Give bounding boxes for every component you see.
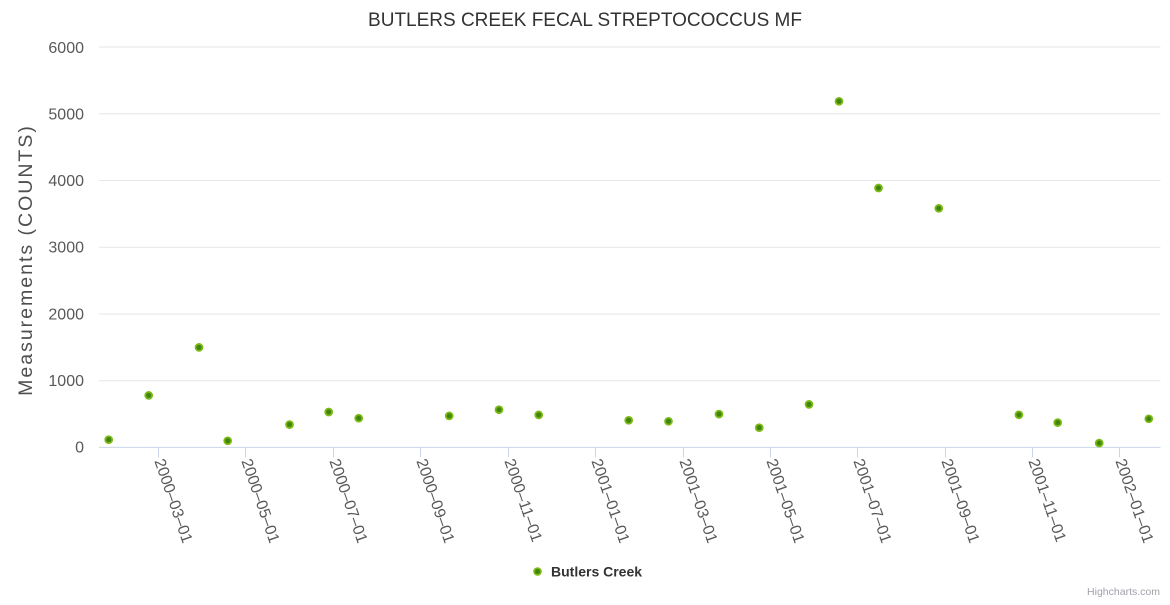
svg-text:BUTLERS CREEK FECAL STREPTOCOC: BUTLERS CREEK FECAL STREPTOCOCCUS MF [368,10,802,31]
svg-text:2000: 2000 [48,306,84,323]
svg-text:Butlers Creek: Butlers Creek [551,564,642,580]
svg-text:Measurements (COUNTS): Measurements (COUNTS) [15,124,37,396]
svg-text:4000: 4000 [48,173,84,190]
svg-text:5000: 5000 [48,106,84,123]
svg-text:6000: 6000 [48,40,84,57]
svg-text:3000: 3000 [48,240,84,257]
svg-text:1000: 1000 [48,373,84,390]
svg-text:0: 0 [75,440,84,457]
svg-text:Highcharts.com: Highcharts.com [1087,586,1160,598]
